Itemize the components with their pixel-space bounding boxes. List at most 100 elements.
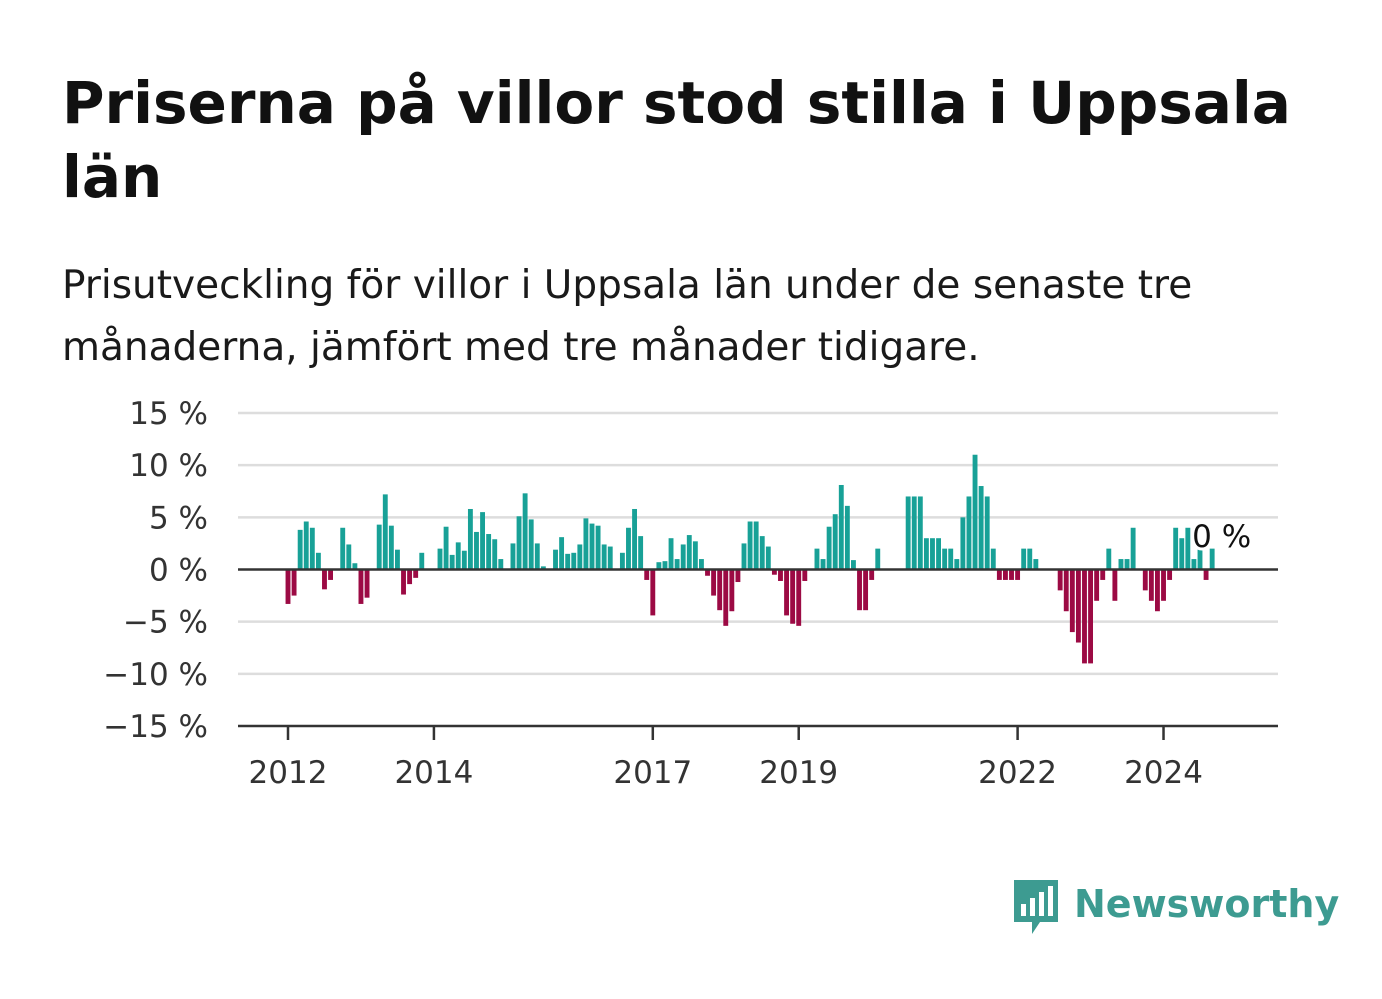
bar bbox=[358, 569, 364, 604]
x-tick-label: 2022 bbox=[978, 755, 1057, 791]
bar bbox=[814, 548, 820, 570]
x-tick-label: 2012 bbox=[249, 755, 328, 791]
bar bbox=[534, 543, 540, 570]
bar bbox=[413, 569, 419, 578]
bar bbox=[723, 569, 729, 626]
bar bbox=[559, 537, 565, 570]
bar bbox=[863, 569, 869, 611]
bar bbox=[626, 527, 631, 570]
bar bbox=[966, 496, 972, 570]
y-tick-label: 0 % bbox=[149, 553, 208, 589]
bar bbox=[407, 569, 413, 585]
bar bbox=[826, 526, 832, 570]
bar bbox=[765, 546, 771, 570]
bar bbox=[686, 535, 692, 570]
y-tick-label: 5 % bbox=[149, 500, 208, 536]
bar bbox=[875, 548, 881, 570]
bar bbox=[1033, 559, 1039, 570]
y-tick-label: −5 % bbox=[123, 605, 208, 641]
newsworthy-logo-icon bbox=[1014, 880, 1058, 934]
bar bbox=[1148, 569, 1154, 601]
bar bbox=[522, 493, 528, 570]
bar bbox=[455, 542, 461, 570]
bar bbox=[1185, 527, 1191, 570]
bar bbox=[838, 484, 844, 570]
bar bbox=[705, 569, 710, 576]
y-tick-label: −10 % bbox=[103, 657, 208, 693]
bar bbox=[401, 569, 406, 595]
bar bbox=[954, 559, 960, 570]
bar bbox=[1003, 569, 1008, 580]
bar bbox=[346, 544, 352, 570]
bar bbox=[315, 552, 321, 570]
y-tick-label: 15 % bbox=[129, 396, 208, 432]
bar bbox=[990, 548, 996, 570]
y-tick-label: −15 % bbox=[103, 709, 208, 745]
bar bbox=[729, 569, 735, 612]
chart-title: Priserna på villor stod stilla i Uppsala… bbox=[62, 69, 1291, 211]
bar bbox=[759, 536, 765, 570]
x-axis-ticks: 2012 2014 2017 2019 2022 2024 bbox=[249, 726, 1203, 791]
bar bbox=[832, 514, 838, 570]
bar bbox=[905, 496, 911, 570]
bar bbox=[699, 559, 704, 570]
bar bbox=[352, 563, 358, 570]
bar bbox=[662, 561, 668, 570]
bar bbox=[1142, 569, 1148, 591]
bar bbox=[388, 525, 394, 570]
bar bbox=[936, 538, 941, 570]
x-tick-label: 2017 bbox=[613, 755, 692, 791]
bar bbox=[376, 524, 382, 570]
bar bbox=[1179, 538, 1185, 570]
bar bbox=[565, 553, 571, 570]
bar bbox=[1015, 569, 1021, 580]
bar bbox=[340, 527, 346, 570]
bar bbox=[601, 544, 607, 570]
chart-subtitle: Prisutveckling för villor i Uppsala län … bbox=[62, 263, 1193, 370]
x-tick-label: 2024 bbox=[1124, 755, 1203, 791]
bar bbox=[674, 559, 680, 570]
bar bbox=[1197, 548, 1203, 570]
bar bbox=[1191, 559, 1197, 570]
bar bbox=[1021, 548, 1027, 570]
bar bbox=[443, 526, 449, 570]
bar bbox=[692, 541, 698, 570]
bar bbox=[923, 538, 929, 570]
bar bbox=[972, 454, 978, 570]
bar bbox=[583, 518, 589, 570]
bar bbox=[486, 534, 492, 570]
bar bbox=[680, 544, 686, 570]
bar bbox=[528, 519, 534, 570]
bar bbox=[577, 544, 583, 570]
bar bbox=[717, 569, 723, 611]
bar bbox=[607, 546, 613, 570]
bar bbox=[741, 543, 747, 570]
bar bbox=[942, 548, 948, 570]
bar bbox=[328, 569, 333, 580]
bar bbox=[571, 552, 577, 570]
bar bbox=[1118, 559, 1124, 570]
bar bbox=[291, 569, 297, 596]
bar bbox=[1173, 527, 1179, 570]
bar bbox=[1100, 569, 1106, 580]
bar bbox=[1124, 559, 1130, 570]
bar bbox=[467, 508, 473, 570]
bar bbox=[1027, 548, 1033, 570]
bar bbox=[1094, 569, 1100, 601]
gridlines bbox=[238, 411, 1278, 676]
bar bbox=[735, 569, 741, 583]
bar bbox=[711, 569, 717, 596]
bar bbox=[589, 523, 595, 570]
bar bbox=[1161, 569, 1166, 601]
bar bbox=[510, 543, 516, 570]
end-value-label: 0 % bbox=[1192, 519, 1251, 555]
bar bbox=[437, 548, 443, 570]
bar bbox=[1082, 569, 1087, 664]
bar bbox=[960, 517, 966, 570]
bar bbox=[844, 505, 850, 570]
bar bbox=[516, 516, 522, 570]
bar bbox=[285, 569, 291, 604]
bars bbox=[285, 454, 1215, 664]
bar bbox=[309, 527, 315, 570]
